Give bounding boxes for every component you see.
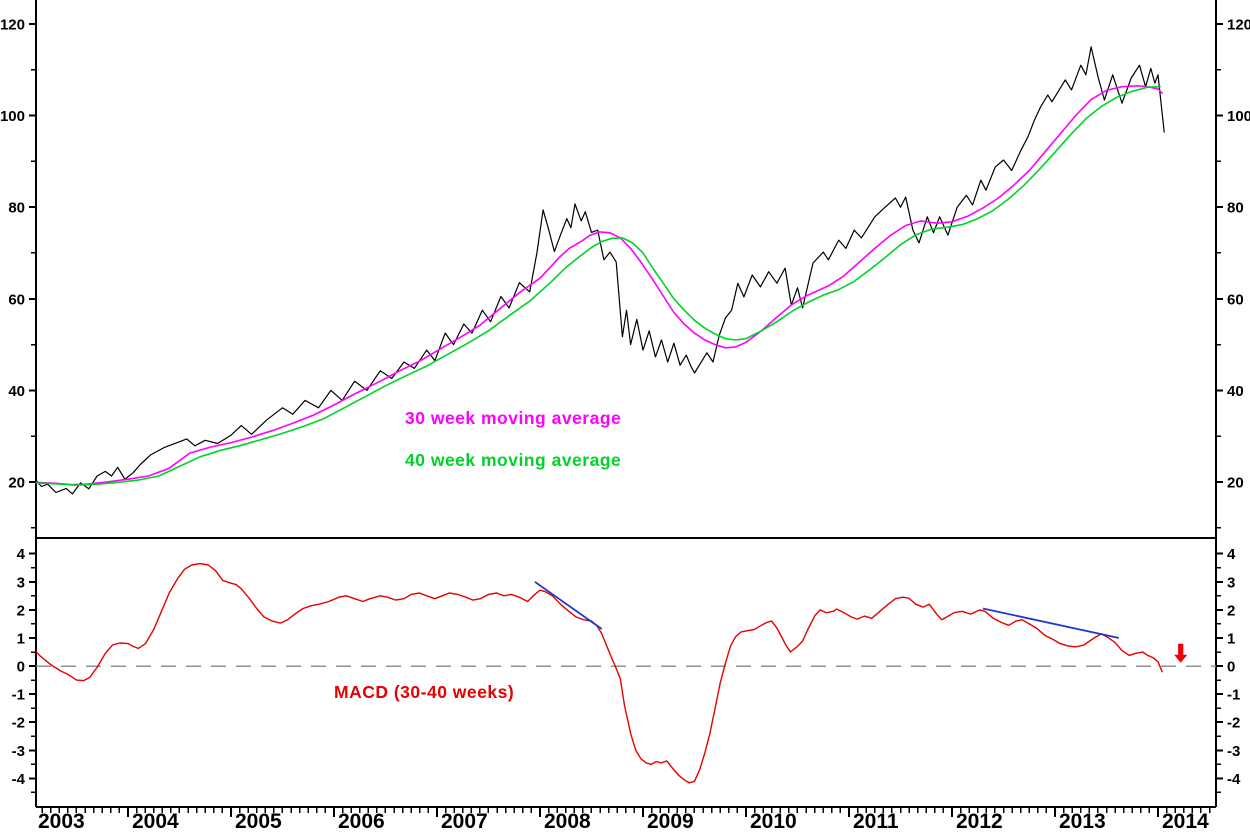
ma40-line-series — [35, 85, 1161, 487]
sell-signal-down-arrow-icon — [1174, 643, 1188, 663]
y-axis-label-left: 60 — [8, 291, 25, 308]
legend-30-week-moving-average: 30 week moving average — [405, 408, 622, 428]
y-axis-label-right: 3 — [1227, 574, 1235, 591]
y-axis-label-right: 1 — [1227, 630, 1235, 647]
y-axis-label-right: 4 — [1227, 546, 1236, 563]
macd-line-series — [35, 562, 1163, 784]
x-axis-year-label: 2014 — [1162, 810, 1209, 833]
ma30-line-series — [35, 85, 1163, 486]
y-axis-label-right: -4 — [1227, 771, 1241, 788]
y-axis-label-right: -1 — [1227, 687, 1240, 704]
x-axis-year-label: 2003 — [38, 810, 85, 833]
y-axis-label-left: 80 — [8, 200, 25, 217]
x-axis-year-label: 2007 — [441, 810, 488, 833]
y-axis-label-left: 4 — [17, 546, 26, 563]
y-axis-label-left: 1 — [17, 630, 25, 647]
y-axis-label-right: 60 — [1227, 291, 1244, 308]
y-axis-label-right: 100 — [1227, 108, 1250, 125]
y-axis-label-right: 0 — [1227, 659, 1235, 676]
macd-downtrend-line — [534, 581, 603, 630]
macd-panel-label: MACD (30-40 weeks) — [334, 682, 515, 702]
y-axis-label-right: -2 — [1227, 715, 1240, 732]
y-axis-label-left: 120 — [0, 16, 25, 33]
y-axis-label-left: 3 — [17, 574, 25, 591]
y-axis-label-left: 40 — [8, 383, 25, 400]
macd-downtrend-line — [982, 607, 1120, 639]
price-line-series — [35, 46, 1165, 495]
y-axis-label-left: -2 — [12, 715, 25, 732]
y-axis-label-right: 20 — [1227, 474, 1244, 491]
y-axis-label-right: 120 — [1227, 16, 1250, 33]
y-axis-label-left: -4 — [12, 771, 26, 788]
y-axis-label-left: 100 — [0, 108, 25, 125]
legend-40-week-moving-average: 40 week moving average — [405, 450, 622, 470]
x-axis-year-label: 2012 — [956, 810, 1003, 833]
y-axis-label-left: -1 — [12, 687, 25, 704]
y-axis-label-left: 20 — [8, 474, 25, 491]
y-axis-label-right: 2 — [1227, 602, 1235, 619]
x-axis-year-label: 2006 — [338, 810, 385, 833]
y-axis-label-right: 40 — [1227, 383, 1244, 400]
y-axis-label-right: 80 — [1227, 200, 1244, 217]
x-axis-year-label: 2009 — [647, 810, 694, 833]
y-axis-label-right: -3 — [1227, 743, 1240, 760]
x-axis-year-label: 2004 — [132, 810, 179, 833]
y-axis-label-left: 0 — [17, 659, 25, 676]
x-axis-year-label: 2013 — [1059, 810, 1106, 833]
x-axis-year-label: 2010 — [750, 810, 797, 833]
y-axis-label-left: 2 — [17, 602, 25, 619]
x-axis-year-label: 2005 — [235, 810, 282, 833]
x-axis-year-label: 2008 — [544, 810, 591, 833]
y-axis-label-left: -3 — [12, 743, 25, 760]
x-axis-year-label: 2011 — [853, 810, 899, 833]
